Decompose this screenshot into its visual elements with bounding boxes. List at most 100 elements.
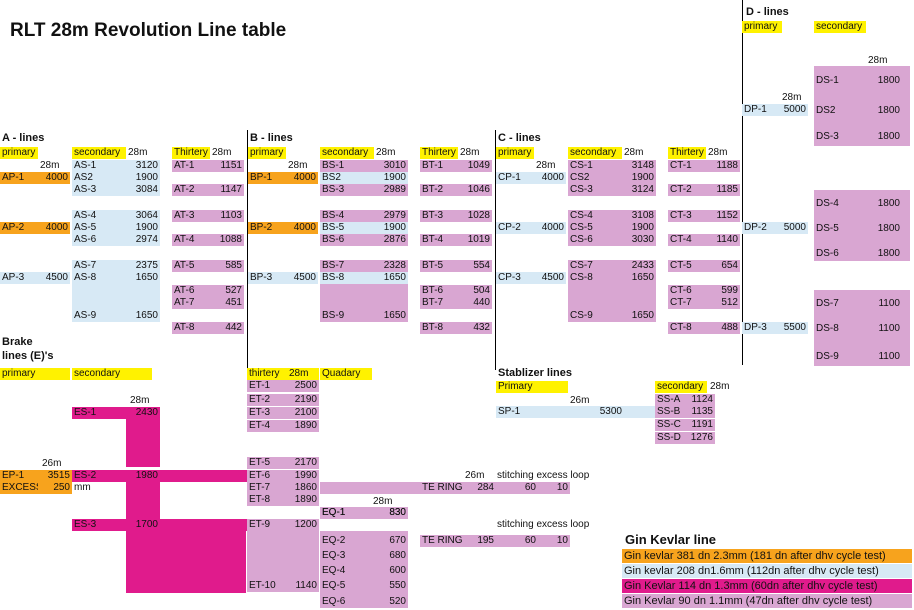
a-primary-label-bg — [0, 147, 38, 159]
brake-secondary-vertical-3 — [126, 531, 246, 593]
brake-primary-label: primary — [2, 368, 36, 379]
brake-thirtery-value: 2100 — [294, 407, 317, 418]
c-thirtery-code: CT-2 — [670, 184, 692, 195]
brake-thirtery-code: ET-4 — [249, 420, 271, 431]
c-secondary-value: 1650 — [631, 310, 654, 321]
brake-thirtery-cell-bg — [247, 519, 319, 531]
brake-ring1-name: TE RING — [422, 482, 463, 493]
b-secondary-code: BS-1 — [322, 160, 345, 171]
b-thirtery-code: BT-2 — [422, 184, 444, 195]
c-primary-code: CP-2 — [498, 222, 521, 233]
c-secondary-code: CS-6 — [570, 234, 593, 245]
b-secondary-value: 2328 — [383, 260, 406, 271]
brake-primary-label-bg — [0, 368, 70, 380]
brake-secondary-vertical-2 — [126, 482, 160, 519]
a-primary-code: AP-1 — [2, 172, 25, 183]
brake-ring2-v1: 195 — [477, 535, 494, 546]
brake-quadary-value: 550 — [389, 580, 406, 591]
d-primary-cell-bg — [742, 322, 808, 334]
b-secondary-code: BS-5 — [322, 222, 345, 233]
brake-es2-code: ES-2 — [74, 470, 97, 481]
b-primary-code: BP-1 — [250, 172, 273, 183]
a-primary-len: 28m — [40, 160, 60, 171]
a-secondary-value: 1650 — [135, 272, 158, 283]
c-secondary-code: CS-8 — [570, 272, 593, 283]
c-thirtery-value: 1140 — [716, 234, 738, 245]
d-primary-cell-bg — [742, 222, 808, 234]
brake-thirtery-cell-bg — [247, 420, 319, 432]
d-secondary-code: DS-3 — [816, 131, 839, 142]
c-secondary-value: 3030 — [631, 234, 654, 245]
d-secondary-value: 1800 — [877, 105, 900, 116]
c-primary-value: 4000 — [541, 172, 564, 183]
c-thirtery-cell-bg — [668, 297, 740, 309]
a-primary-code: AP-2 — [2, 222, 25, 233]
b-secondary-value: 1650 — [383, 310, 406, 321]
c-thirtery-value: 488 — [721, 322, 738, 333]
b-primary-cell-bg — [248, 222, 318, 234]
b-thirtery-code: BT-7 — [422, 297, 444, 308]
c-thirtery-code: CT-1 — [670, 160, 692, 171]
a-primary-cell-bg — [0, 222, 70, 234]
a-thirtery-cell-bg — [172, 234, 244, 246]
a-thirtery-value: 1103 — [220, 210, 242, 221]
d-primary-value: 5500 — [783, 322, 806, 333]
a-thirtery-cell-bg — [172, 322, 244, 334]
brake-quadary-code: EQ-4 — [322, 565, 346, 576]
d-secondary-value: 1800 — [877, 248, 900, 259]
a-primary-cell-bg — [0, 272, 70, 284]
b-primary-cell-bg — [248, 172, 318, 184]
c-secondary-label: secondary — [570, 147, 617, 158]
brake-thirtery-label-bg — [247, 368, 319, 380]
c-thirtery-cell-bg — [668, 234, 740, 246]
stab-sp1-value: 5300 — [599, 406, 622, 417]
a-thirtery-cell-bg — [172, 210, 244, 222]
a-thirtery-cell-bg — [172, 260, 244, 272]
brake-thirtery-code: ET-5 — [249, 457, 271, 468]
a-secondary-code: AS-7 — [74, 260, 97, 271]
a-thirtery-len: 28m — [212, 147, 232, 158]
d-secondary-code: DS-7 — [816, 298, 839, 309]
d-primary-len: 28m — [782, 92, 802, 103]
d-secondary-value: 1800 — [877, 75, 900, 86]
b-secondary-cell-bg — [320, 210, 408, 222]
brake-thirtery-value: 2190 — [294, 394, 317, 405]
stab-secondary-len: 28m — [710, 381, 730, 392]
b-secondary-cell-bg — [320, 184, 408, 196]
b-thirtery-label: Thirtery — [422, 147, 456, 158]
brake-quadary-value: 680 — [389, 550, 406, 561]
b-secondary-value: 1900 — [383, 222, 406, 233]
b-secondary-code: BS-8 — [322, 272, 345, 283]
d-primary-code: DP-3 — [744, 322, 767, 333]
brake-thirtery-cell-bg — [247, 394, 319, 406]
c-secondary-code: CS-9 — [570, 310, 593, 321]
brake-ring1-v2: 60 — [524, 482, 536, 493]
d-secondary-value: 1100 — [878, 298, 900, 309]
a-thirtery-code: AT-1 — [174, 160, 195, 171]
c-thirtery-value: 512 — [721, 297, 738, 308]
gin-legend-item: Gin Kevlar 114 dn 1.3mm (60dn after dhv … — [624, 580, 878, 592]
c-secondary-value: 1900 — [631, 222, 654, 233]
b-thirtery-cell-bg — [420, 297, 492, 309]
stab-secondary-cell-bg — [655, 406, 715, 418]
stab-secondary-label-bg — [655, 381, 707, 393]
b-thirtery-value: 1019 — [467, 234, 490, 245]
c-secondary-cell-bg — [568, 184, 656, 196]
b-thirtery-value: 1046 — [467, 184, 490, 195]
b-secondary-code: BS-7 — [322, 260, 345, 271]
c-thirtery-cell-bg — [668, 322, 740, 334]
b-primary-value: 4000 — [293, 222, 316, 233]
gin-legend-bg — [622, 579, 912, 593]
brake-thirtery-code: ET-7 — [249, 482, 271, 493]
brake-ring1-bg — [320, 482, 570, 494]
brake-ring1-v1: 284 — [477, 482, 494, 493]
b-primary-value: 4500 — [293, 272, 316, 283]
stab-secondary-value: 1124 — [691, 394, 713, 405]
a-secondary-cell-bg — [72, 260, 160, 272]
c-thirtery-value: 1185 — [716, 184, 738, 195]
stab-secondary-code: SS-C — [657, 419, 681, 430]
a-secondary-len: 28m — [128, 147, 148, 158]
b-thirtery-code: BT-5 — [422, 260, 444, 271]
section-divider — [495, 130, 496, 370]
d-secondary-filler-1 — [814, 66, 910, 146]
